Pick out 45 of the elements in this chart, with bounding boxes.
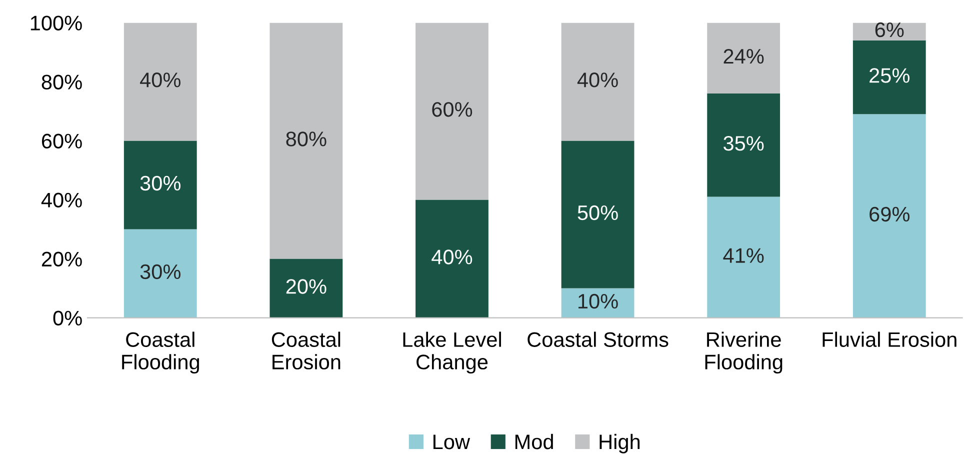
y-tick-label: 60%: [42, 134, 82, 148]
data-label: 25%: [870, 68, 910, 83]
x-tick-label: Coastal Flooding: [122, 332, 199, 374]
x-tick-label: Fluvial Erosion: [822, 332, 956, 347]
bar: [852, 114, 926, 318]
data-label: 69%: [870, 206, 910, 222]
y-tick-label: 40%: [41, 192, 82, 208]
bar: [124, 229, 197, 318]
y-tick-label: 20%: [42, 252, 82, 267]
data-label: 30%: [140, 176, 180, 191]
bar: [124, 140, 197, 230]
x-tick-label: Coastal Erosion: [272, 332, 340, 370]
bar: [707, 94, 780, 197]
data-label: 50%: [578, 205, 618, 220]
bar: [561, 140, 634, 288]
data-label: 41%: [723, 248, 764, 263]
legend-label: High: [600, 434, 640, 454]
x-tick-label: Lake Level Change: [403, 332, 501, 374]
data-label: 40%: [140, 72, 180, 88]
y-tick-label: 80%: [42, 74, 82, 90]
x-tick-label: Coastal Storms: [528, 332, 668, 347]
data-label: 30%: [140, 264, 180, 280]
data-label: 20%: [286, 279, 326, 294]
y-tick-label: 100%: [30, 16, 82, 30]
bar: [416, 22, 488, 200]
bar: [270, 22, 343, 259]
data-label: 60%: [432, 102, 472, 117]
data-label: 80%: [286, 132, 326, 146]
bar: [124, 22, 197, 141]
legend-label: Low: [434, 434, 470, 450]
bar: [416, 200, 488, 318]
legend-label: Mod: [515, 434, 553, 450]
data-label: 40%: [432, 250, 472, 264]
data-label: 6%: [875, 22, 904, 38]
data-label: 24%: [724, 48, 764, 64]
data-label: 40%: [577, 72, 618, 88]
bar: [561, 22, 634, 141]
bar: [852, 40, 926, 114]
bar: [270, 258, 343, 318]
data-label: 10%: [578, 294, 618, 309]
data-label: 35%: [724, 136, 764, 151]
bar: [707, 22, 780, 94]
x-tick-label: Riverine Flooding: [705, 332, 782, 374]
bar: [707, 196, 780, 318]
y-tick-label: 0%: [53, 310, 82, 326]
